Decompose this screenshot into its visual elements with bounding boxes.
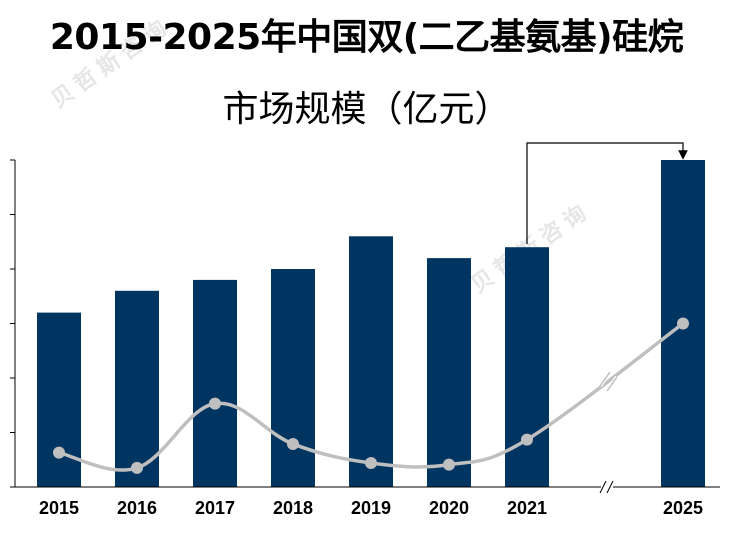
line-point-2020 (443, 458, 455, 471)
line-point-2015 (53, 446, 65, 459)
bar-2020 (427, 258, 471, 487)
x-label-2025: 2025 (663, 498, 703, 518)
x-label-2019: 2019 (351, 498, 391, 518)
line-point-2016 (131, 461, 143, 474)
annotation-arrow (526, 142, 688, 244)
x-label-2021: 2021 (507, 498, 547, 518)
line-point-2019 (365, 457, 377, 470)
line-point-2025 (677, 317, 689, 330)
x-label-2016: 2016 (117, 498, 157, 518)
bar-2017 (193, 279, 237, 487)
chart-title-line1: 2015-2025年中国双(二乙基氨基)硅烷 (49, 17, 684, 58)
x-axis-break-gap (601, 482, 613, 492)
line-point-2018 (287, 437, 299, 450)
x-label-2017: 2017 (195, 498, 235, 518)
x-label-2015: 2015 (39, 498, 79, 518)
x-label-2018: 2018 (273, 498, 313, 518)
x-axis-break-marker (599, 480, 614, 494)
bar-2021 (505, 247, 549, 487)
line-point-2021 (521, 433, 533, 446)
bar-2016 (115, 290, 159, 487)
x-label-2020: 2020 (429, 498, 469, 518)
chart-title-line2: 市场规模（亿元） (222, 89, 511, 130)
bar-2015 (37, 312, 81, 487)
line-break-marker (599, 371, 618, 392)
line-point-2017 (209, 397, 221, 410)
bar-2019 (349, 236, 393, 487)
bar-2018 (271, 269, 315, 487)
